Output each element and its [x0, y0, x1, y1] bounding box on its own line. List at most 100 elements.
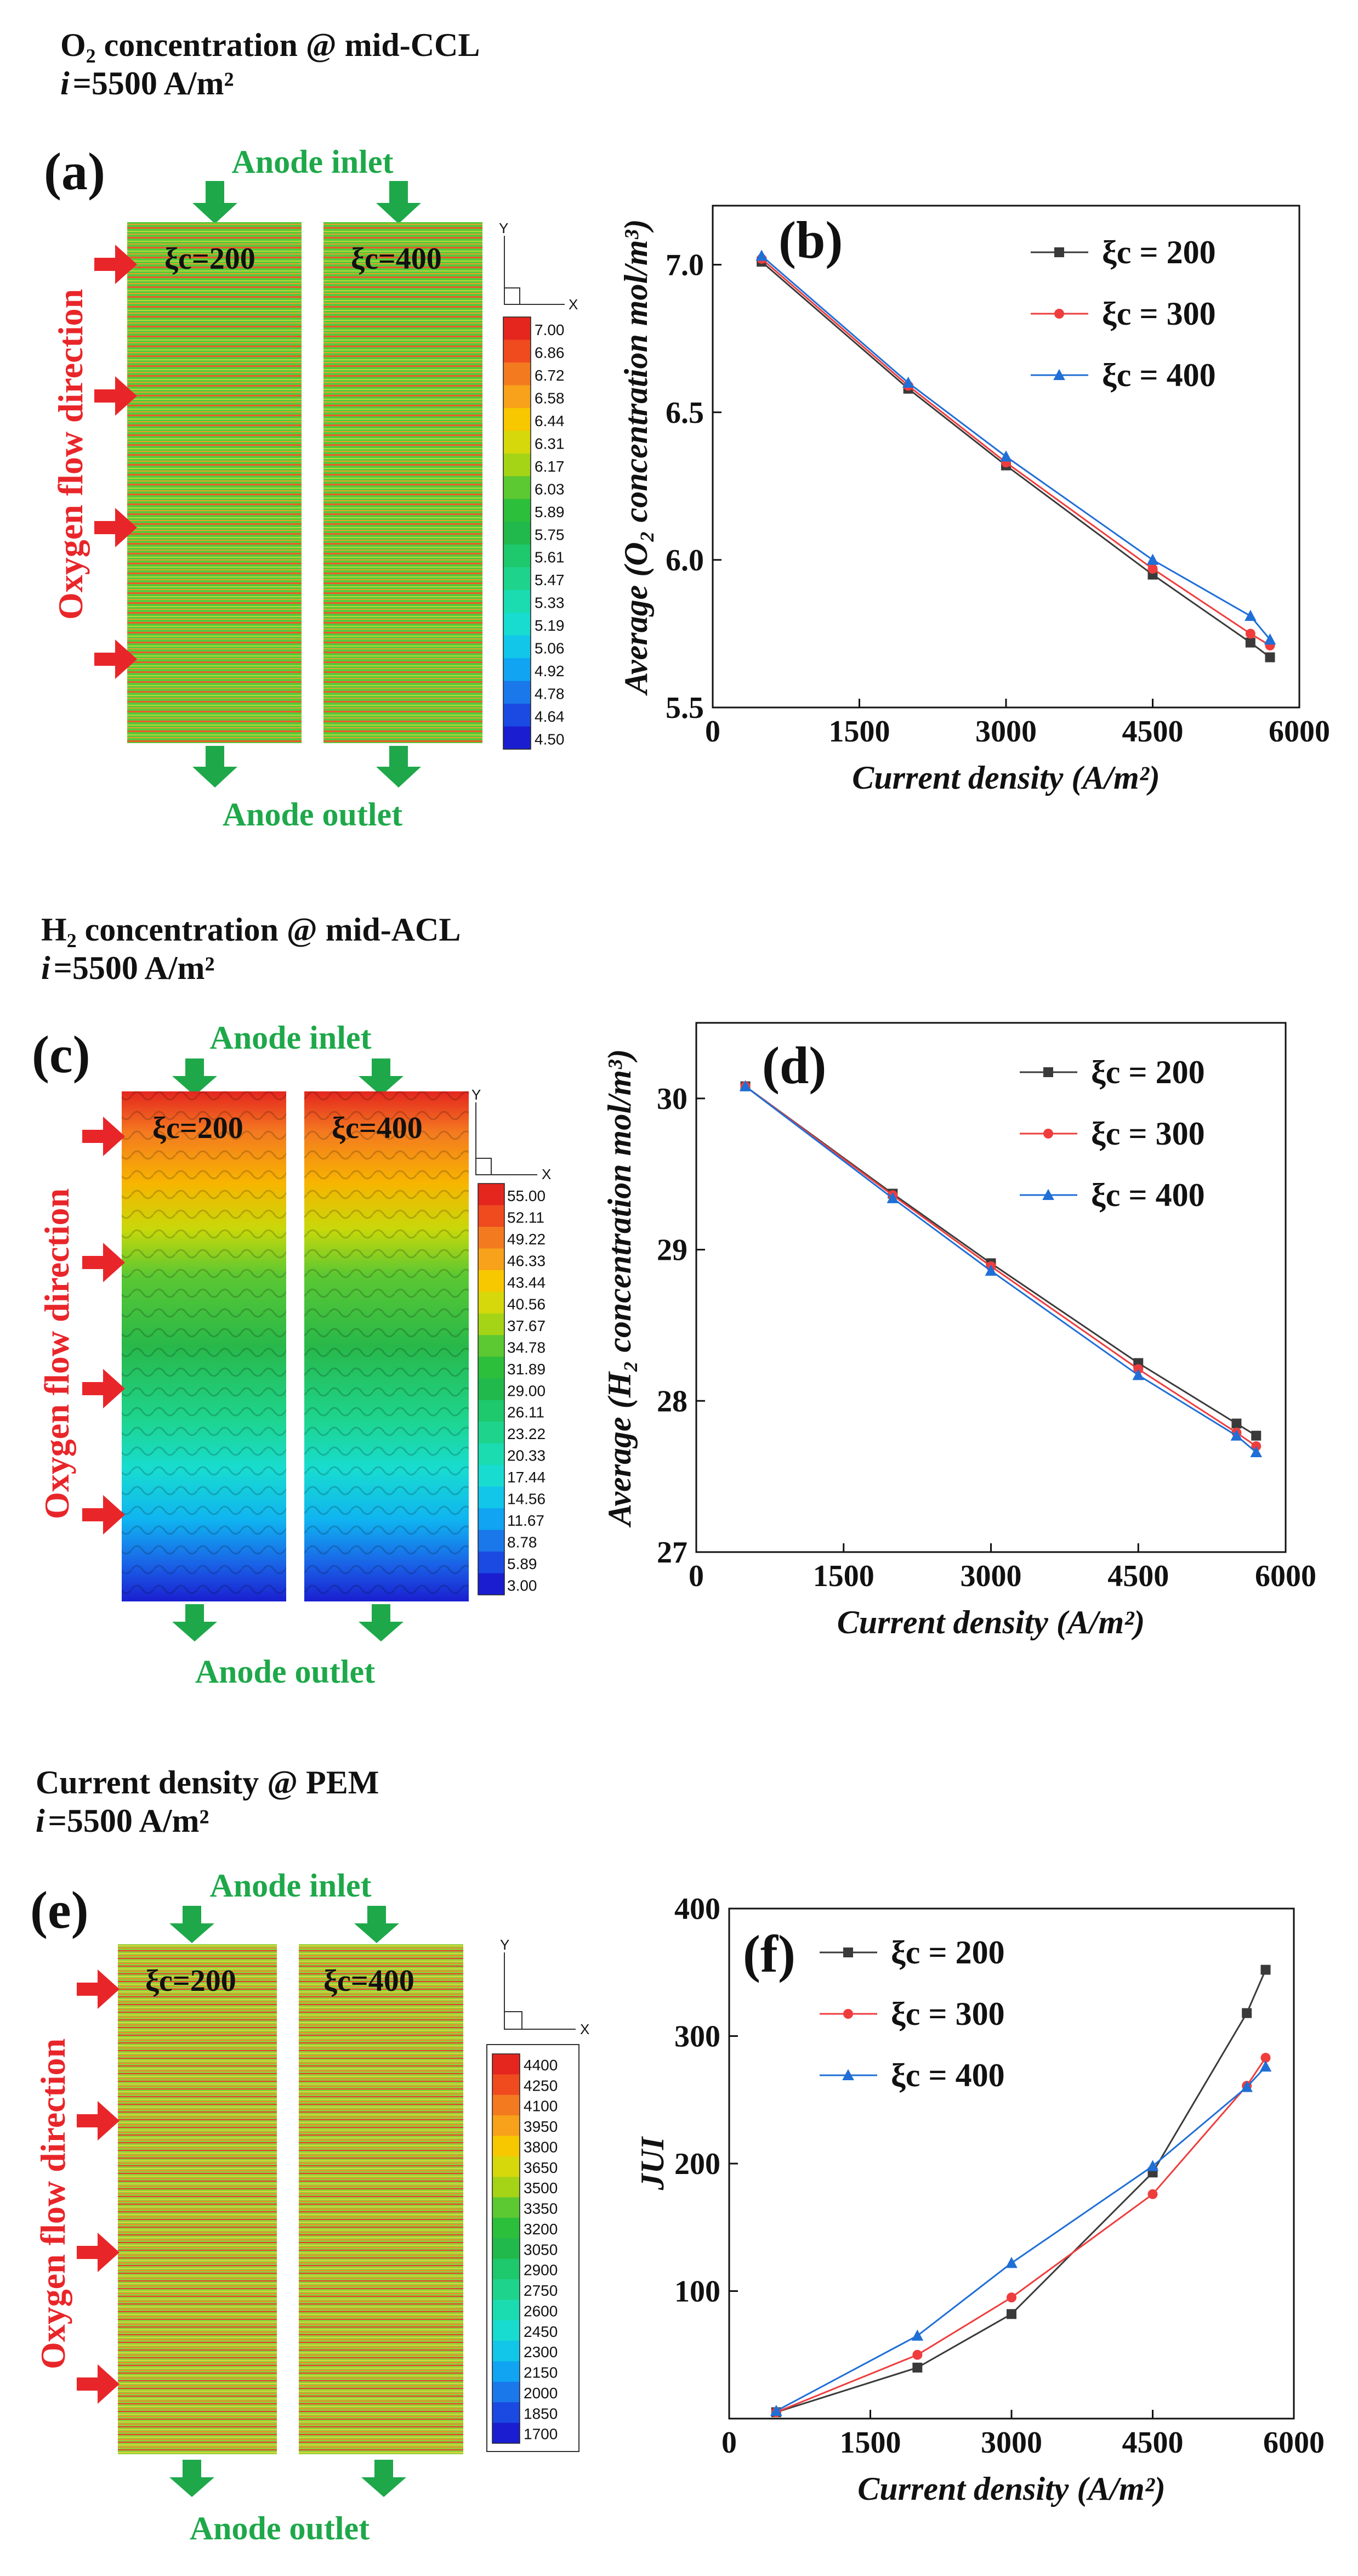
- y-axis-label: Average (O₂ concentration mol/m³): [618, 219, 654, 696]
- legend-marker: [842, 2069, 854, 2080]
- colorbar-tick-label: 34.78: [507, 1339, 546, 1356]
- y-tick-label: 7.0: [666, 248, 704, 282]
- contour-wave-c-400: [304, 1091, 469, 1601]
- colorbar-swatch: [503, 431, 531, 454]
- colorbar-tick-label: 26.11: [507, 1404, 544, 1421]
- legend-label: ξc = 200: [891, 1934, 1005, 1971]
- colorbar-swatch: [478, 1356, 504, 1379]
- colorbar-outline: [503, 316, 531, 750]
- x-tick-label: 6000: [1263, 2426, 1325, 2460]
- colorbar-tick-label: 2600: [524, 2302, 558, 2319]
- panel-letter-f: (f): [743, 1924, 796, 1983]
- colorbar-swatch: [503, 339, 531, 363]
- series-line: [776, 2066, 1266, 2412]
- oxygen-arrow-icon-c2: [82, 1243, 125, 1282]
- colorbar-swatch: [478, 1530, 504, 1552]
- outlet-arrow-icon-e1: [169, 2460, 214, 2497]
- colorbar-swatch: [478, 1313, 504, 1335]
- contour-panel-a: Anode inlet ξc=200 ξc=400 Anode outlet O…: [51, 144, 578, 833]
- legend-label: ξc = 400: [1091, 1177, 1205, 1213]
- chart-d: 0 1500 3000 4500 6000 27 28 29 30 Current density…: [601, 1022, 1316, 1640]
- data-point: [902, 376, 914, 388]
- data-point: [1132, 1369, 1145, 1380]
- colorbar-swatch: [492, 2238, 520, 2260]
- series-line: [776, 1969, 1266, 2413]
- outlet-arrow-icon-e2: [361, 2460, 406, 2497]
- colorbar-swatch: [492, 2422, 520, 2444]
- title-a-i-value: =5500 A/m²: [73, 65, 234, 101]
- data-point: [1265, 652, 1275, 663]
- y-axis-label: Average (H₂ concentration mol/m³): [601, 1049, 638, 1528]
- legend-label: ξc = 200: [1091, 1054, 1205, 1090]
- colorbar-tick-label: 4250: [524, 2077, 558, 2094]
- data-point: [1147, 2189, 1158, 2199]
- x-axis-label: Current density (A/m²): [837, 1604, 1145, 1640]
- colorbar-swatch: [503, 317, 531, 340]
- colorbar-tick-label: 11.67: [507, 1512, 544, 1529]
- colorbar-swatch: [478, 1184, 504, 1205]
- oxygen-arrow-icon-a4: [94, 639, 137, 679]
- colorbar-swatch: [503, 407, 531, 431]
- data-point: [912, 2363, 923, 2373]
- oxygen-arrow-icon-a3: [94, 508, 137, 547]
- data-point: [887, 1192, 899, 1203]
- y-tick-label: 400: [674, 1892, 720, 1926]
- x-tick-label: 6000: [1255, 1559, 1316, 1593]
- y-tick-label: 6.5: [666, 396, 704, 430]
- data-point: [1251, 1430, 1262, 1441]
- data-point: [1245, 609, 1257, 621]
- colorbar-swatch: [478, 1465, 504, 1487]
- legend-marker: [843, 1947, 853, 1957]
- inlet-arrow-icon-c1: [172, 1058, 217, 1096]
- outlet-arrow-icon-a1: [192, 746, 237, 788]
- xi-label-c-400: ξc=400: [332, 1111, 423, 1145]
- xi-label-e-200: ξc=200: [145, 1964, 236, 1998]
- colorbar-swatch: [478, 1378, 504, 1401]
- oxygen-arrow-icon-e3: [77, 2233, 120, 2272]
- panel-letter-a: (a): [44, 142, 105, 201]
- data-point: [985, 1264, 997, 1276]
- colorbar-tick-label: 4.50: [535, 731, 565, 748]
- colorbar-swatch: [492, 2197, 520, 2218]
- data-point: [912, 2349, 923, 2360]
- colorbar-a: 7.00 6.86 6.72 6.58 6.44 6.31 6.17 6.03 5.89 5.75…: [503, 316, 565, 750]
- data-point: [755, 250, 768, 261]
- colorbar-swatch: [492, 2381, 520, 2403]
- xi-label-a-400: ξc=400: [351, 242, 442, 276]
- oxygen-arrow-icon-e2: [77, 2101, 120, 2141]
- coord-axes-icon-a: X Y: [499, 220, 578, 313]
- oxygen-flow-label-a: Oxygen flow direction: [51, 289, 90, 620]
- colorbar-tick-label: 5.47: [535, 571, 565, 588]
- data-point: [770, 2404, 782, 2416]
- colorbar-tick-label: 37.67: [507, 1317, 546, 1334]
- x-tick-label: 1500: [829, 715, 890, 749]
- colorbar-swatch: [503, 613, 531, 636]
- colorbar-swatch: [478, 1335, 504, 1357]
- y-tick-label: 5.5: [666, 691, 704, 725]
- legend-label: ξc = 300: [1091, 1116, 1205, 1152]
- anode-outlet-label-a: Anode outlet: [223, 796, 402, 833]
- data-point: [1259, 2060, 1272, 2072]
- colorbar-tick-label: 7.00: [535, 321, 565, 338]
- contour-panel-c: Anode inlet ξc=200 ξc=400 Anode outlet O…: [37, 1020, 551, 1690]
- colorbar-tick-label: 20.33: [507, 1447, 546, 1464]
- coord-x-label-e: X: [580, 2021, 589, 2037]
- chart-b: 0 1500 3000 4500 6000 5.5 6.0 6.5 7.0 Current den…: [618, 205, 1330, 796]
- title-e-i-symbol: i: [36, 1803, 45, 1839]
- title-a: O₂ concentration @ mid-CCL: [60, 27, 480, 63]
- colorbar-swatch: [503, 544, 531, 568]
- colorbar-tick-label: 23.22: [507, 1425, 546, 1442]
- colorbar-swatch: [492, 2217, 520, 2239]
- x-tick-label: 0: [705, 715, 720, 749]
- title-c-i-value: =5500 A/m²: [54, 950, 215, 986]
- colorbar-tick-label: 40.56: [507, 1295, 546, 1312]
- colorbar-swatch: [478, 1205, 504, 1227]
- colorbar-tick-label: 2750: [524, 2282, 558, 2299]
- data-point: [1007, 2309, 1016, 2319]
- data-point: [1241, 2081, 1253, 2092]
- colorbar-swatch: [503, 726, 531, 750]
- colorbar-swatch: [478, 1226, 504, 1249]
- colorbar-swatch: [492, 2136, 520, 2157]
- x-axis-label: Current density (A/m²): [857, 2471, 1165, 2507]
- y-axis-label: JUI: [634, 2136, 671, 2190]
